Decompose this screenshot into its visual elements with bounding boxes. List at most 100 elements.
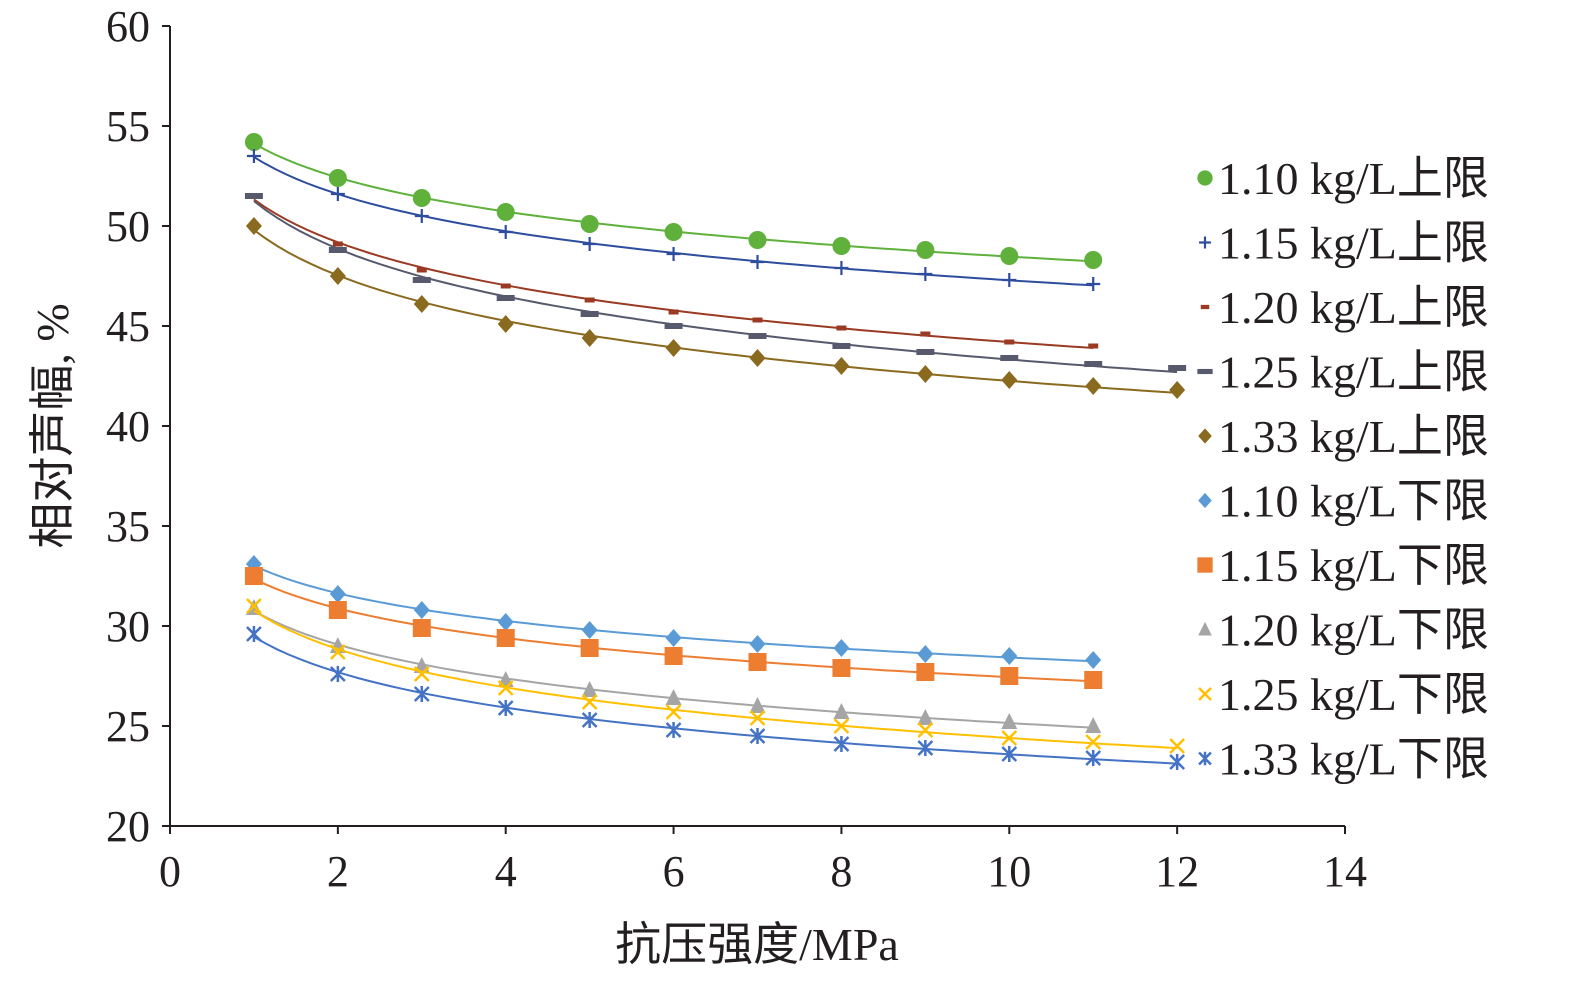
data-point [749,349,766,367]
x-tick-label: 6 [663,847,685,896]
data-point [917,709,934,725]
series-4 [245,217,1186,399]
legend-label: 1.20 kg/L下限 [1218,605,1489,656]
legend-item: 1.25 kg/L上限 [1197,347,1489,398]
data-point [1085,717,1102,733]
data-point [1084,251,1103,269]
data-point [917,740,934,756]
data-point [416,267,427,273]
legend-label: 1.15 kg/L上限 [1218,218,1489,269]
data-point [917,645,934,663]
legend-label: 1.33 kg/L下限 [1218,734,1489,785]
data-point [245,217,262,235]
axes: 20 25 30 35 40 45 50 55 60 0 2 4 6 8 10 12 14 [106,2,1367,896]
data-point [1085,734,1102,750]
data-point [244,133,263,151]
legend-item: 1.33 kg/L上限 [1198,411,1489,462]
data-point [413,601,430,619]
data-point [496,203,515,221]
data-point [916,349,935,355]
data-point [496,295,515,301]
x-tick-label: 8 [830,847,852,896]
data-point [748,653,767,671]
data-point [1000,355,1019,361]
data-point [500,283,511,289]
data-point [665,339,682,357]
data-point [918,267,933,281]
data-point [1084,671,1103,689]
data-point [413,686,430,702]
data-point [1198,621,1212,636]
data-point [832,237,851,255]
data-point [496,629,515,647]
data-point [916,241,935,259]
y-tick-label: 20 [106,802,150,851]
y-axis-label: 相对声幅, % [27,303,78,548]
x-tick-label: 10 [987,847,1031,896]
data-point [412,277,431,283]
trendline [253,156,1094,287]
data-point [1000,667,1019,685]
data-point [581,681,598,697]
legend-item: 1.20 kg/L下限 [1198,605,1489,656]
legend-label: 1.10 kg/L上限 [1218,153,1489,204]
data-point [666,247,681,261]
y-tick-label: 40 [106,402,150,451]
legend-label: 1.25 kg/L上限 [1218,347,1489,398]
y-tick-label: 25 [106,702,150,751]
series-9 [246,626,1186,770]
data-point [668,309,679,315]
legend-item: 1.20 kg/L上限 [1200,282,1489,333]
data-point [581,621,598,639]
x-tick-label: 14 [1323,847,1367,896]
data-point [833,736,850,752]
series-3 [244,193,1187,374]
data-point [665,689,682,705]
data-point [332,241,343,247]
data-point [1086,277,1101,291]
data-point [1169,754,1186,770]
y-tick-label: 55 [106,102,150,151]
data-point [1169,738,1186,754]
data-point [329,644,346,660]
data-point [833,357,850,375]
data-point [582,237,597,251]
data-point [1001,730,1018,746]
data-point [1001,371,1018,389]
data-point [1002,273,1017,287]
x-tick-label: 0 [159,847,181,896]
data-point [1085,651,1102,669]
trendline [253,609,1178,750]
data-point [836,325,847,331]
trendline [253,229,1178,394]
data-point [1200,304,1210,310]
data-point [328,601,347,619]
data-point [1004,339,1015,345]
y-tick-label: 30 [106,602,150,651]
data-point [1197,557,1213,573]
data-point [497,700,514,716]
data-point [750,255,765,269]
data-point [328,247,347,253]
trendline [253,200,1178,374]
data-point [749,728,766,744]
data-point [1198,687,1212,701]
x-tick-label: 2 [327,847,349,896]
data-point [497,315,514,333]
data-point [920,331,931,337]
data-point [749,697,766,713]
data-point [833,703,850,719]
data-point [664,647,683,665]
legend-item: 1.15 kg/L上限 [1199,218,1489,269]
series-8 [246,598,1186,754]
data-point [1088,343,1099,349]
data-point [748,231,767,249]
plot-area [244,133,1187,770]
data-point [1085,750,1102,766]
data-point [1001,647,1018,665]
data-point [665,722,682,738]
legend-item: 1.10 kg/L上限 [1197,153,1489,204]
y-tick-label: 35 [106,502,150,551]
data-point [833,639,850,657]
legend-label: 1.15 kg/L下限 [1218,540,1489,591]
